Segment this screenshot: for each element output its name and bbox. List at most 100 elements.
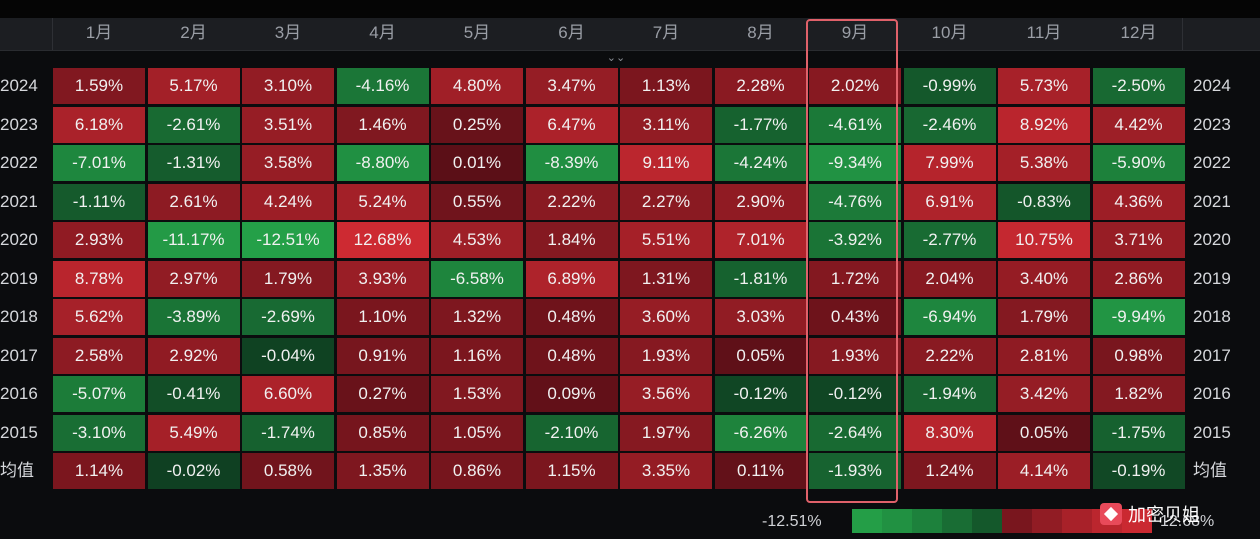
heatmap-cell[interactable]: 0.91% [336, 337, 429, 374]
heatmap-cell[interactable]: -2.10% [525, 414, 618, 451]
heatmap-cell[interactable]: 5.51% [620, 222, 712, 258]
heatmap-cell[interactable]: 8.30% [903, 414, 996, 451]
heatmap-cell[interactable]: 3.10% [242, 68, 334, 104]
heatmap-cell[interactable]: 3.93% [336, 260, 429, 297]
heatmap-cell[interactable]: 2.92% [147, 337, 240, 374]
heatmap-cell[interactable]: 2.97% [147, 260, 240, 297]
heatmap-cell[interactable]: 1.79% [242, 260, 334, 297]
heatmap-cell[interactable]: 3.58% [242, 145, 334, 181]
heatmap-cell[interactable]: -0.19% [1092, 453, 1185, 489]
heatmap-cell[interactable]: -0.12% [714, 376, 807, 412]
heatmap-cell[interactable]: -2.77% [903, 222, 996, 258]
heatmap-cell[interactable]: 4.24% [242, 183, 334, 220]
heatmap-cell[interactable]: -1.93% [809, 453, 901, 489]
month-header-6[interactable]: 6月 [558, 23, 585, 42]
heatmap-cell[interactable]: 3.42% [998, 376, 1090, 412]
heatmap-cell[interactable]: 1.79% [998, 299, 1090, 335]
heatmap-cell[interactable]: 7.01% [714, 222, 807, 258]
heatmap-cell[interactable]: -1.74% [242, 414, 334, 451]
month-header-7[interactable]: 7月 [652, 23, 680, 42]
month-header-2[interactable]: 2月 [180, 23, 207, 42]
heatmap-cell[interactable]: 2.04% [903, 260, 996, 297]
heatmap-cell[interactable]: -0.12% [809, 376, 901, 412]
heatmap-cell[interactable]: -4.76% [809, 183, 901, 220]
month-header-12[interactable]: 12月 [1120, 23, 1157, 42]
heatmap-cell[interactable]: -6.94% [903, 299, 996, 335]
heatmap-cell[interactable]: 6.60% [242, 376, 334, 412]
heatmap-cell[interactable]: 1.05% [431, 414, 523, 451]
month-header-11[interactable]: 11月 [1026, 23, 1062, 42]
heatmap-cell[interactable]: -2.46% [903, 106, 996, 143]
heatmap-cell[interactable]: 0.43% [809, 299, 901, 335]
heatmap-cell[interactable]: 8.78% [53, 260, 145, 297]
heatmap-cell[interactable]: 6.91% [903, 183, 996, 220]
heatmap-cell[interactable]: 9.11% [620, 145, 712, 181]
heatmap-cell[interactable]: 0.05% [998, 414, 1090, 451]
heatmap-cell[interactable]: 5.24% [336, 183, 429, 220]
heatmap-cell[interactable]: -5.90% [1092, 145, 1185, 181]
heatmap-cell[interactable]: 3.11% [620, 106, 712, 143]
heatmap-cell[interactable]: -6.58% [431, 260, 523, 297]
heatmap-cell[interactable]: 0.85% [336, 414, 429, 451]
heatmap-cell[interactable]: 4.42% [1092, 106, 1185, 143]
heatmap-cell[interactable]: 1.32% [431, 299, 523, 335]
heatmap-cell[interactable]: 0.86% [431, 453, 523, 489]
heatmap-cell[interactable]: 0.01% [431, 145, 523, 181]
heatmap-cell[interactable]: 1.13% [620, 68, 712, 104]
heatmap-cell[interactable]: 3.71% [1092, 222, 1185, 258]
heatmap-cell[interactable]: 6.89% [525, 260, 618, 297]
heatmap-cell[interactable]: 7.99% [903, 145, 996, 181]
heatmap-cell[interactable]: -4.61% [809, 106, 901, 143]
heatmap-cell[interactable]: -0.99% [903, 68, 996, 104]
double-chevron-down-icon[interactable]: ⌄⌄ [606, 52, 626, 64]
heatmap-cell[interactable]: 4.36% [1092, 183, 1185, 220]
heatmap-cell[interactable]: 0.11% [714, 453, 807, 489]
heatmap-cell[interactable]: 2.93% [53, 222, 145, 258]
heatmap-cell[interactable]: 5.17% [147, 68, 240, 104]
heatmap-cell[interactable]: -2.61% [147, 106, 240, 143]
heatmap-cell[interactable]: -12.51% [242, 222, 334, 258]
heatmap-cell[interactable]: 0.09% [525, 376, 618, 412]
month-header-3[interactable]: 3月 [274, 23, 302, 42]
heatmap-cell[interactable]: 1.10% [336, 299, 429, 335]
heatmap-cell[interactable]: 1.35% [336, 453, 429, 489]
heatmap-cell[interactable]: 5.62% [53, 299, 145, 335]
heatmap-cell[interactable]: -0.04% [242, 337, 334, 374]
heatmap-cell[interactable]: -1.77% [714, 106, 807, 143]
heatmap-cell[interactable]: 2.22% [525, 183, 618, 220]
heatmap-cell[interactable]: 6.18% [53, 106, 145, 143]
heatmap-cell[interactable]: -6.26% [714, 414, 807, 451]
month-header-5[interactable]: 5月 [463, 23, 491, 42]
heatmap-cell[interactable]: 2.22% [903, 337, 996, 374]
heatmap-cell[interactable]: 4.80% [431, 68, 523, 104]
heatmap-cell[interactable]: 3.47% [525, 68, 618, 104]
heatmap-cell[interactable]: -4.24% [714, 145, 807, 181]
heatmap-cell[interactable]: 0.55% [431, 183, 523, 220]
heatmap-cell[interactable]: 1.31% [620, 260, 712, 297]
heatmap-cell[interactable]: 3.60% [620, 299, 712, 335]
heatmap-cell[interactable]: 2.86% [1092, 260, 1185, 297]
heatmap-cell[interactable]: 1.93% [620, 337, 712, 374]
heatmap-cell[interactable]: -3.10% [53, 414, 145, 451]
heatmap-cell[interactable]: 0.48% [525, 337, 618, 374]
heatmap-cell[interactable]: -1.31% [147, 145, 240, 181]
heatmap-cell[interactable]: 0.48% [525, 299, 618, 335]
heatmap-cell[interactable]: 1.72% [809, 260, 901, 297]
heatmap-cell[interactable]: 1.97% [620, 414, 712, 451]
heatmap-cell[interactable]: -7.01% [53, 145, 145, 181]
heatmap-cell[interactable]: 3.51% [242, 106, 334, 143]
heatmap-cell[interactable]: 12.68% [336, 222, 429, 258]
heatmap-cell[interactable]: 6.47% [525, 106, 618, 143]
heatmap-cell[interactable]: -3.89% [147, 299, 240, 335]
heatmap-cell[interactable]: 2.58% [53, 337, 145, 374]
heatmap-cell[interactable]: 0.25% [431, 106, 523, 143]
month-header-10[interactable]: 10月 [931, 23, 968, 42]
heatmap-cell[interactable]: 2.61% [147, 183, 240, 220]
heatmap-cell[interactable]: 2.81% [998, 337, 1090, 374]
heatmap-cell[interactable]: -11.17% [147, 222, 240, 258]
heatmap-cell[interactable]: -1.94% [903, 376, 996, 412]
heatmap-cell[interactable]: 8.92% [998, 106, 1090, 143]
heatmap-cell[interactable]: -8.80% [336, 145, 429, 181]
heatmap-cell[interactable]: 1.15% [525, 453, 618, 489]
heatmap-cell[interactable]: 0.27% [336, 376, 429, 412]
